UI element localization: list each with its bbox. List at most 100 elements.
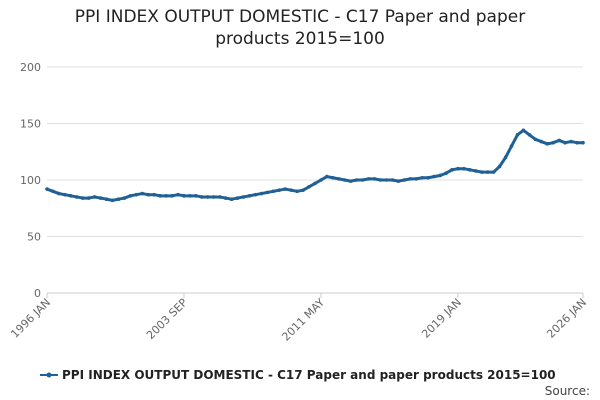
data-point xyxy=(200,195,204,199)
data-point xyxy=(253,192,258,197)
data-point xyxy=(366,177,371,181)
data-point xyxy=(468,168,472,172)
data-point xyxy=(557,138,561,143)
data-point xyxy=(170,194,174,198)
data-point xyxy=(569,139,573,144)
data-point xyxy=(45,187,49,191)
x-tick-label: 2019 JAN xyxy=(419,296,464,341)
data-point xyxy=(485,170,490,174)
data-point xyxy=(360,178,365,182)
data-point xyxy=(176,192,180,197)
data-point xyxy=(539,139,544,144)
data-point xyxy=(259,191,264,196)
data-point xyxy=(438,173,442,178)
x-tick-label: 2011 MAY xyxy=(279,296,327,344)
data-point xyxy=(414,177,419,181)
data-point xyxy=(444,171,448,176)
data-point xyxy=(140,191,145,196)
data-point xyxy=(456,166,460,171)
data-point xyxy=(497,164,502,169)
data-point xyxy=(134,192,139,197)
data-point xyxy=(122,196,127,200)
data-point xyxy=(110,198,115,203)
data-point xyxy=(319,178,323,182)
data-point xyxy=(527,133,532,137)
data-point xyxy=(265,190,270,195)
data-point xyxy=(289,188,293,192)
data-point xyxy=(575,140,579,145)
y-tick-label: 200 xyxy=(20,61,41,74)
x-tick-label: 1996 JAN xyxy=(8,296,53,341)
data-point xyxy=(63,192,67,197)
data-point xyxy=(69,194,73,198)
data-point xyxy=(182,194,186,198)
data-point xyxy=(563,140,567,145)
data-point xyxy=(491,170,496,174)
data-point xyxy=(462,166,466,171)
data-point xyxy=(342,178,347,182)
data-point xyxy=(241,195,246,199)
data-point xyxy=(194,194,198,198)
y-tick-label: 50 xyxy=(27,231,41,244)
data-point xyxy=(211,195,216,199)
data-point xyxy=(396,179,401,183)
data-point xyxy=(128,194,133,198)
data-point xyxy=(301,188,305,192)
y-tick-label: 0 xyxy=(34,287,41,300)
data-point xyxy=(116,197,121,202)
data-point xyxy=(271,189,276,194)
data-point xyxy=(479,170,484,174)
data-point xyxy=(158,194,162,198)
data-point xyxy=(354,178,359,182)
legend-marker xyxy=(46,372,52,378)
data-point xyxy=(277,188,282,192)
legend-text: PPI INDEX OUTPUT DOMESTIC - C17 Paper an… xyxy=(62,368,556,382)
data-point xyxy=(521,128,526,133)
data-point xyxy=(86,196,91,200)
data-point xyxy=(74,195,79,199)
data-point xyxy=(283,187,288,191)
data-point xyxy=(426,175,430,180)
data-point xyxy=(223,196,228,200)
data-point xyxy=(206,195,210,199)
source: Source: xyxy=(545,384,590,398)
data-point xyxy=(217,195,222,199)
data-point xyxy=(235,196,240,200)
data-point xyxy=(51,189,55,194)
data-point xyxy=(229,197,234,202)
data-point xyxy=(384,178,389,182)
data-point xyxy=(372,177,377,181)
x-tick-label: 2026 JAN xyxy=(544,296,589,341)
series-line xyxy=(46,128,583,202)
data-point xyxy=(533,137,538,142)
data-point xyxy=(581,140,585,145)
data-point xyxy=(420,175,425,180)
data-point xyxy=(348,179,353,183)
data-point xyxy=(307,184,311,189)
data-point xyxy=(313,181,317,186)
x-tick-label: 2003 SEP xyxy=(144,296,190,342)
data-point xyxy=(92,195,97,199)
data-point xyxy=(402,178,407,182)
data-point xyxy=(450,168,454,172)
y-tick-label: 150 xyxy=(20,118,41,131)
data-point xyxy=(503,155,508,160)
data-point xyxy=(390,178,395,182)
data-point xyxy=(164,194,168,198)
data-point xyxy=(325,174,329,179)
chart-title: PPI INDEX OUTPUT DOMESTIC - C17 Paper an… xyxy=(74,7,526,49)
data-point xyxy=(152,192,156,197)
data-point xyxy=(408,177,413,181)
y-tick-label: 100 xyxy=(20,174,41,187)
data-point xyxy=(474,169,478,173)
data-point xyxy=(57,191,61,196)
data-point xyxy=(80,196,85,200)
data-point xyxy=(295,189,299,194)
data-point xyxy=(247,194,252,198)
data-point xyxy=(98,196,103,200)
data-point xyxy=(104,197,109,202)
data-point xyxy=(331,175,335,180)
data-point xyxy=(545,142,550,146)
data-point xyxy=(509,144,514,148)
